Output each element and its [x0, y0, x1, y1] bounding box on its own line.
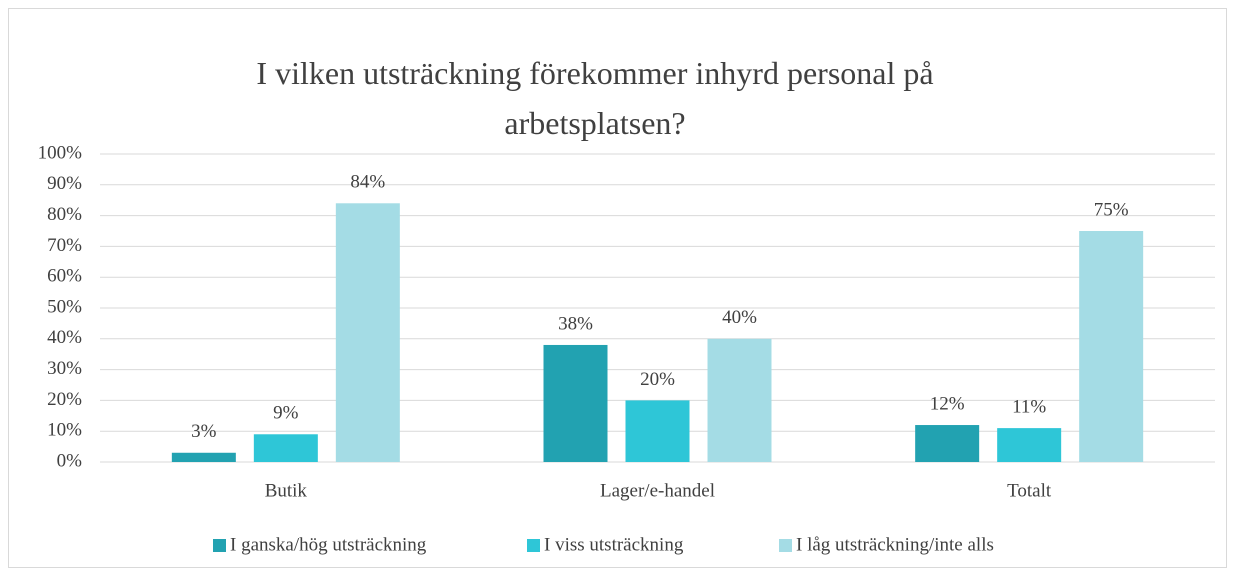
legend-label: I viss utsträckning: [544, 534, 684, 555]
y-tick-label: 30%: [47, 358, 82, 379]
data-label: 40%: [722, 307, 757, 328]
bar: [543, 344, 608, 462]
bar: [707, 338, 772, 462]
bar: [335, 203, 400, 462]
bar: [997, 428, 1062, 462]
x-tick-label: Lager/e-handel: [600, 480, 715, 501]
bar: [625, 400, 690, 462]
legend-label: I ganska/hög utsträckning: [230, 534, 427, 555]
y-tick-label: 100%: [38, 142, 83, 163]
chart-title: I vilken utsträckning förekommer inhyrd …: [256, 55, 934, 141]
data-label: 75%: [1094, 199, 1129, 220]
bar: [253, 434, 318, 462]
x-tick-label: Totalt: [1007, 480, 1052, 501]
y-tick-label: 40%: [47, 327, 82, 348]
chart-border: [8, 8, 1227, 568]
y-tick-label: 90%: [47, 173, 82, 194]
y-tick-label: 70%: [47, 235, 82, 256]
x-tick-label: Butik: [265, 480, 308, 501]
y-tick-label: 10%: [47, 420, 82, 441]
y-tick-label: 50%: [47, 296, 82, 317]
bar: [915, 425, 980, 462]
y-tick-label: 20%: [47, 389, 82, 410]
y-tick-label: 0%: [57, 450, 83, 471]
legend-swatch: [779, 539, 792, 552]
data-label: 20%: [640, 369, 675, 390]
data-label: 84%: [350, 172, 385, 193]
bar: [171, 452, 236, 462]
data-label: 9%: [273, 403, 299, 424]
y-tick-label: 80%: [47, 204, 82, 225]
legend-label: I låg utsträckning/inte alls: [796, 534, 994, 555]
bar: [1079, 231, 1144, 462]
data-label: 38%: [558, 313, 593, 334]
legend-swatch: [527, 539, 540, 552]
data-label: 3%: [191, 421, 217, 442]
y-tick-label: 60%: [47, 266, 82, 287]
data-label: 12%: [930, 393, 965, 414]
data-label: 11%: [1012, 396, 1046, 417]
legend-swatch: [213, 539, 226, 552]
